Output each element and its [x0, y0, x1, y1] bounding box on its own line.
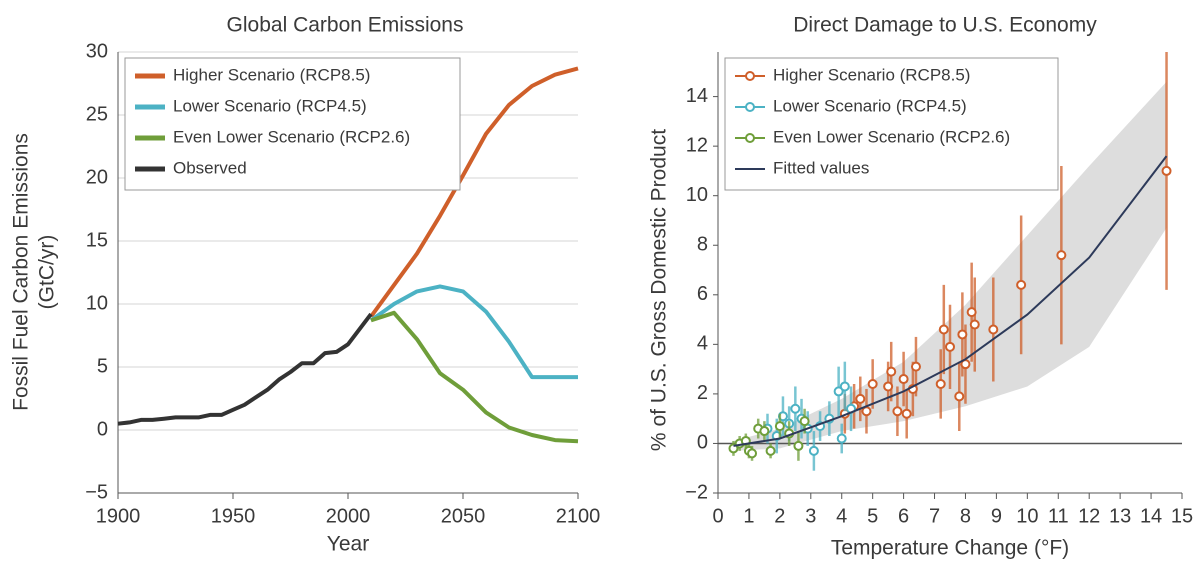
data-point — [765, 445, 776, 456]
y-axis-label: % of U.S. Gross Domestic Product — [648, 129, 671, 451]
data-point — [892, 406, 903, 417]
x-tick-label: 2000 — [326, 505, 371, 527]
x-tick-label: 1950 — [211, 505, 256, 527]
data-point — [833, 386, 844, 397]
legend-box — [724, 57, 1059, 191]
confidence-band — [733, 81, 1167, 451]
x-tick-label: 5 — [867, 505, 878, 527]
x-tick-label: 2 — [774, 505, 785, 527]
y-tick-label: −2 — [685, 481, 708, 503]
data-point — [839, 381, 850, 392]
y-tick-label: 14 — [686, 85, 708, 107]
legend-label: Lower Scenario (RCP4.5) — [173, 96, 367, 115]
x-tick-label: 3 — [805, 505, 816, 527]
y-axis-label: Fossil Fuel Carbon Emissions — [10, 133, 33, 411]
y-tick-label: −5 — [85, 481, 108, 503]
data-line — [369, 66, 579, 318]
x-tick-label: 12 — [1078, 505, 1100, 527]
data-point — [759, 426, 770, 437]
data-line — [369, 284, 578, 380]
x-tick-label: 1 — [743, 505, 754, 527]
x-tick-label: 13 — [1109, 505, 1131, 527]
x-tick-label: 15 — [1171, 505, 1193, 527]
data-point — [886, 366, 897, 377]
x-tick-label: 1900 — [96, 505, 141, 527]
data-point — [790, 403, 801, 414]
y-tick-label: 15 — [86, 229, 108, 251]
chart-title: Global Carbon Emissions — [227, 14, 464, 37]
y-tick-label: 10 — [686, 184, 708, 206]
data-point — [1056, 250, 1067, 261]
y-tick-label: 20 — [86, 166, 108, 188]
y-tick-label: 6 — [697, 283, 708, 305]
data-point — [945, 341, 955, 352]
x-tick-label: 9 — [991, 505, 1002, 527]
x-tick-label: 2100 — [556, 505, 601, 527]
y-tick-label: 30 — [86, 40, 108, 62]
data-point — [855, 393, 866, 404]
data-point — [969, 319, 980, 330]
legend-label: Even Lower Scenario (RCP2.6) — [773, 127, 1010, 146]
y-tick-label: 4 — [697, 333, 708, 355]
data-point — [808, 445, 819, 456]
data-point — [747, 448, 758, 459]
x-tick-label: 10 — [1016, 505, 1038, 527]
data-point — [935, 378, 946, 389]
x-tick-label: 8 — [960, 505, 971, 527]
data-point — [1016, 279, 1027, 290]
legend-label: Lower Scenario (RCP4.5) — [773, 96, 967, 115]
fitted-line — [733, 155, 1168, 447]
x-tick-label: 4 — [836, 505, 847, 527]
data-point — [867, 378, 878, 389]
data-point — [966, 307, 977, 318]
data-point — [799, 416, 810, 427]
x-tick-label: 6 — [898, 505, 909, 527]
data-point — [988, 324, 999, 335]
y-tick-label: 25 — [86, 103, 108, 125]
data-point — [1161, 165, 1172, 176]
legend-label: Higher Scenario (RCP8.5) — [173, 65, 370, 84]
data-point — [938, 324, 949, 335]
y-tick-label: 10 — [86, 292, 108, 314]
legend-label: Observed — [173, 158, 247, 177]
y-tick-label: 8 — [697, 234, 708, 256]
x-tick-label: 11 — [1048, 505, 1069, 527]
legend-label: Even Lower Scenario (RCP2.6) — [173, 127, 410, 146]
data-point — [793, 440, 804, 451]
data-line — [117, 312, 373, 426]
data-point — [898, 374, 909, 385]
legend-box — [124, 57, 461, 191]
data-line — [370, 310, 579, 444]
chart-title: Direct Damage to U.S. Economy — [793, 14, 1097, 37]
y-tick-label: 2 — [697, 382, 708, 404]
data-point — [957, 329, 968, 340]
data-point — [954, 391, 965, 402]
y-axis-label: (GtC/yr) — [36, 235, 59, 310]
x-tick-label: 14 — [1140, 505, 1162, 527]
x-tick-label: 7 — [929, 505, 940, 527]
y-tick-label: 0 — [697, 432, 708, 454]
legend-label: Fitted values — [773, 158, 869, 177]
legend-marker — [745, 133, 755, 143]
data-point — [901, 408, 912, 419]
x-tick-label: 0 — [712, 505, 723, 527]
data-point — [836, 433, 847, 444]
data-point — [910, 361, 921, 372]
y-tick-label: 0 — [97, 418, 108, 440]
legend-marker — [745, 102, 755, 112]
y-tick-label: 5 — [97, 355, 108, 377]
x-axis-label: Temperature Change (°F) — [831, 537, 1069, 560]
legend-label: Higher Scenario (RCP8.5) — [773, 65, 970, 84]
legend-marker — [745, 71, 755, 81]
data-point — [883, 381, 894, 392]
x-axis-label: Year — [327, 533, 369, 556]
x-tick-label: 2050 — [441, 505, 486, 527]
y-tick-label: 12 — [686, 134, 708, 156]
data-point — [774, 421, 785, 432]
